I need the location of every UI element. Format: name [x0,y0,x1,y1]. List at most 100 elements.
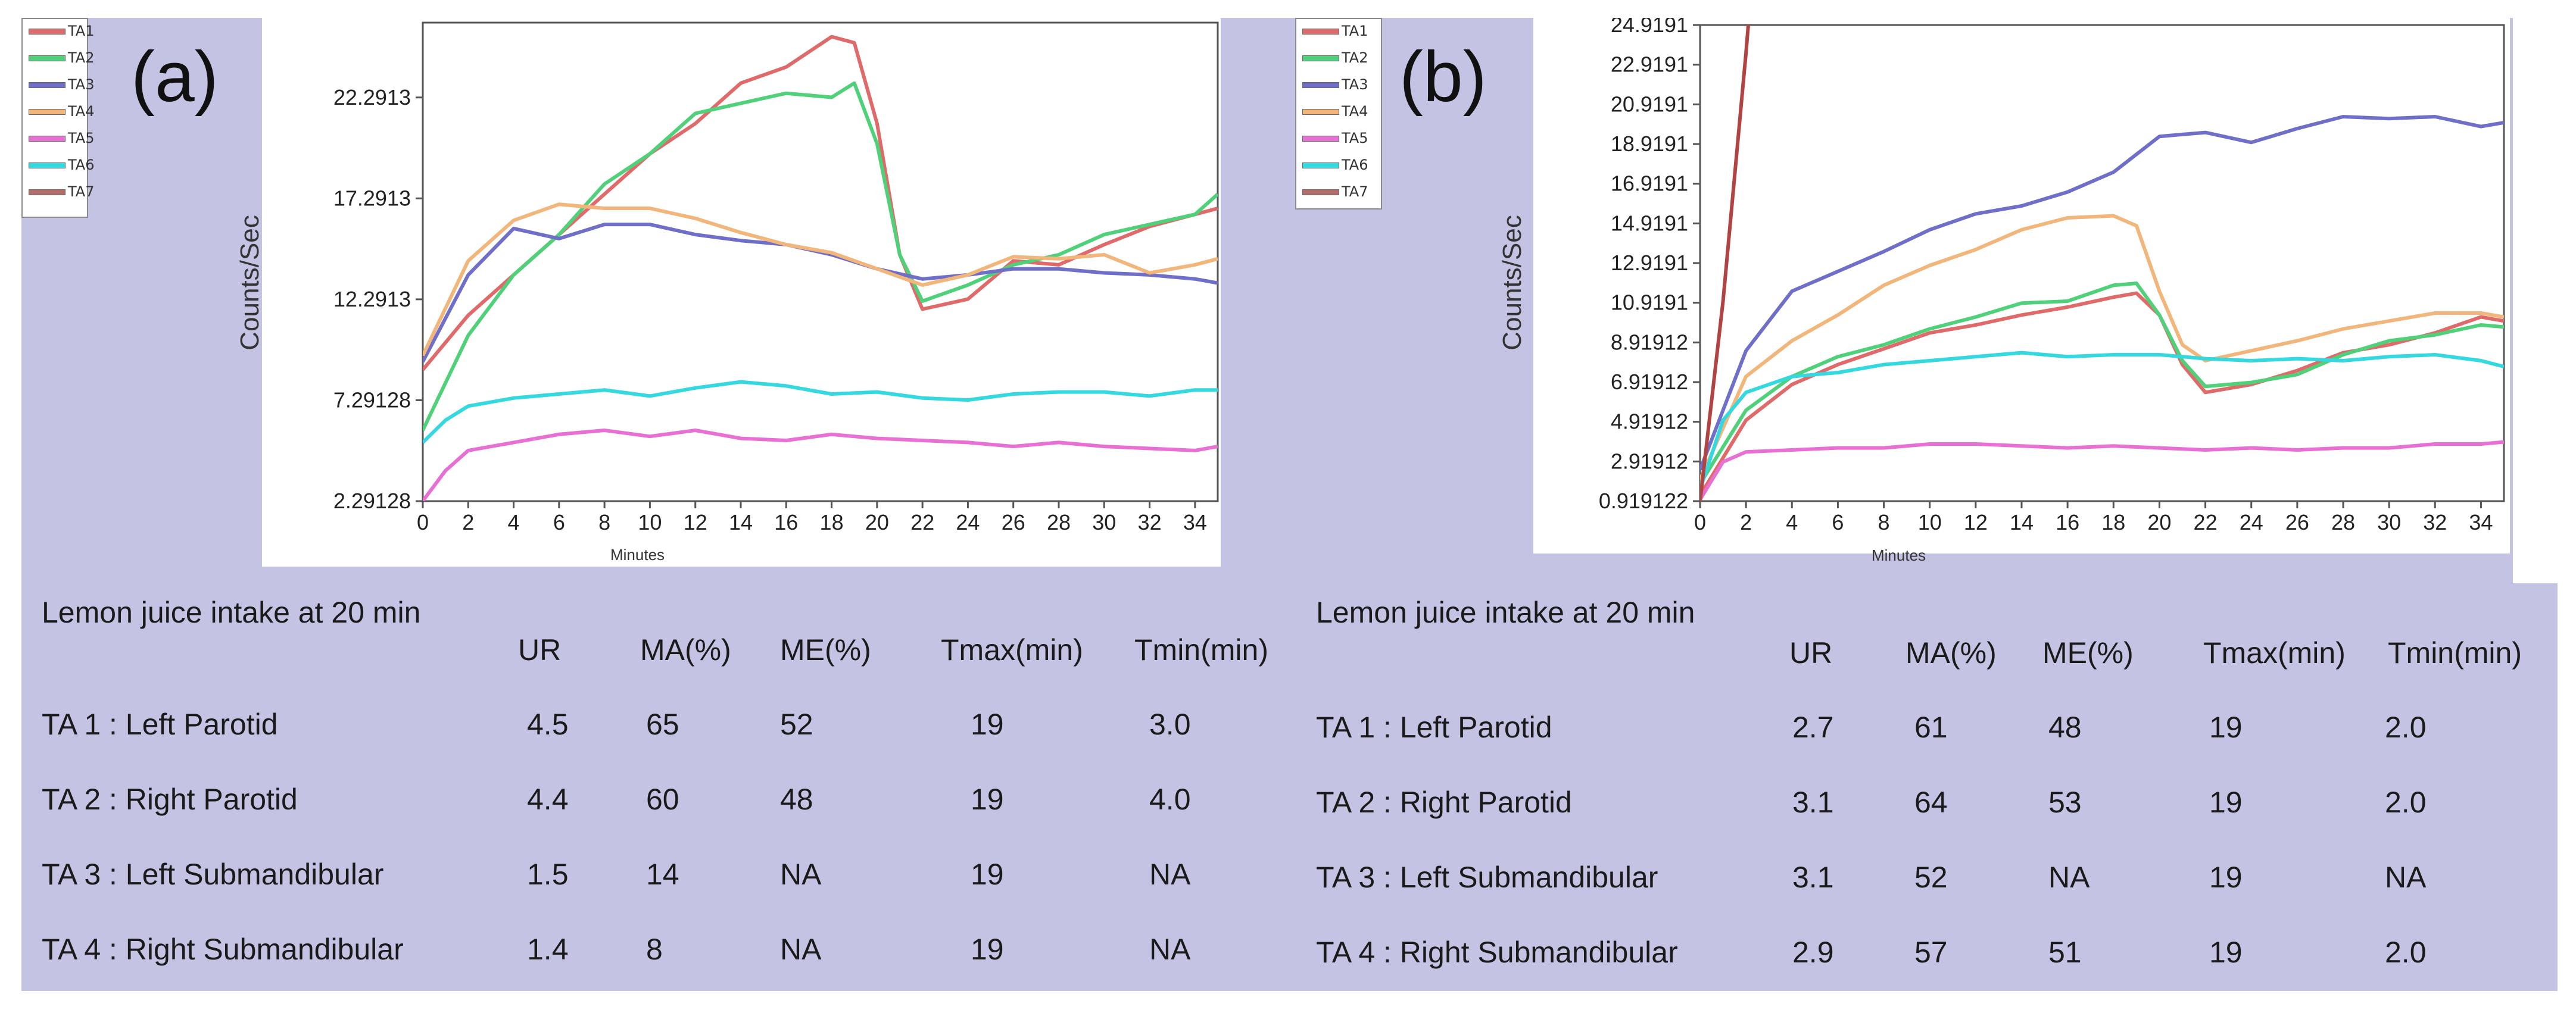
panel-a-label: (a) [131,37,219,117]
legend-swatch [29,82,66,88]
x-tick-label: 10 [638,510,662,534]
y-tick-label: 7.29128 [333,387,411,412]
x-tick-label: 6 [553,510,565,534]
table-header: Tmax(min) [2203,636,2346,670]
table-cell: 19 [971,708,1004,741]
x-tick-label: 32 [2423,510,2447,534]
x-tick-label: 28 [2331,510,2355,534]
legend-label: TA6 [68,157,95,173]
table-header: Tmin(min) [2388,636,2522,670]
x-tick-label: 20 [865,510,889,534]
series-line-ta4 [1700,214,2504,481]
table-header: Tmin(min) [1134,633,1268,667]
table-header: ME(%) [2042,636,2134,670]
legend-label: TA7 [68,183,95,200]
x-tick-label: 28 [1047,510,1071,534]
legend-swatch [1302,55,1339,61]
table-row-label: TA 3 : Left Submandibular [1316,861,1658,894]
panel-b-table-title: Lemon juice intake at 20 min [1316,596,1695,629]
table-cell: NA [780,858,822,891]
legend-swatch [29,189,66,195]
y-tick-label: 17.2913 [333,186,411,210]
legend-label: TA2 [1342,49,1368,66]
panel-a-table-title: Lemon juice intake at 20 min [42,596,421,629]
legend-swatch [29,29,66,35]
table-cell: 52 [1914,861,1948,894]
legend-label: TA3 [68,76,95,93]
x-tick-label: 34 [2469,510,2493,534]
table-cell: 48 [780,783,813,816]
table-cell: NA [2048,861,2090,894]
x-tick-label: 34 [1183,510,1207,534]
series-line-ta6 [1700,351,2504,490]
x-tick-label: 12 [1964,510,1988,534]
table-row-label: TA 2 : Right Parotid [42,783,298,816]
table-cell: 64 [1914,786,1948,819]
x-tick-label: 18 [820,510,844,534]
x-tick-label: 8 [598,510,610,534]
table-cell: NA [1149,933,1191,966]
legend-swatch [29,109,66,115]
series-line-ta6 [423,380,1218,444]
legend-item: TA7 [26,183,94,206]
series-line-ta5 [1700,440,2504,501]
table-cell: 61 [1914,711,1948,744]
series-line-ta2 [1700,282,2504,485]
panel-a-legend: TA1 TA2 TA3 TA4 TA5 TA6 TA7 [21,18,94,218]
legend-swatch [29,162,66,168]
table-row-label: TA 4 : Right Submandibular [1316,936,1678,969]
y-tick-label: 24.9191 [1611,18,1688,37]
table-cell: 53 [2048,786,2082,819]
table-cell: 4.0 [1149,783,1191,816]
table-row-label: TA 4 : Right Submandibular [42,933,404,966]
x-tick-label: 22 [910,510,934,534]
x-tick-label: 24 [956,510,980,534]
table-cell: NA [1149,858,1191,891]
series-line-ta1 [1700,291,2504,497]
table-cell: 1.5 [527,858,569,891]
legend-item: TA4 [1300,103,1368,126]
table-cell: 8 [646,933,663,966]
table-header: UR [518,633,562,667]
legend-item: TA6 [1300,157,1368,179]
legend-swatch [29,136,66,142]
x-tick-label: 8 [1878,510,1890,534]
table-cell: 1.4 [527,933,569,966]
table-cell: 2.9 [1792,936,1834,969]
legend-label: TA1 [1342,23,1368,39]
legend-item: TA2 [1300,49,1368,72]
table-row-label: TA 1 : Left Parotid [42,708,278,741]
panel-b-xlabel: Minutes [1872,546,1926,564]
table-cell: 19 [2209,786,2243,819]
x-tick-label: 10 [1918,510,1942,534]
panel-a-table [21,583,1296,991]
panel-b-legend: TA1 TA2 TA3 TA4 TA5 TA6 TA7 [1295,18,1382,210]
table-cell: 2.7 [1792,711,1834,744]
y-tick-label: 18.9191 [1611,132,1688,156]
series-line-ta7 [1700,25,1750,501]
plot-frame [422,21,1219,502]
table-cell: 14 [646,858,679,891]
x-tick-label: 22 [2194,510,2218,534]
y-tick-label: 12.9191 [1611,251,1688,275]
plot-frame [1699,24,2505,502]
x-tick-label: 16 [2056,510,2079,534]
legend-swatch [1302,136,1339,142]
table-cell: 19 [2209,861,2243,894]
table-cell: 60 [646,783,679,816]
legend-swatch [1302,109,1339,115]
x-tick-label: 2 [462,510,474,534]
x-tick-label: 16 [774,510,798,534]
y-tick-label: 12.2913 [333,287,411,311]
table-cell: 19 [2209,711,2243,744]
table-cell: 4.4 [527,783,569,816]
table-header: ME(%) [780,633,871,667]
x-tick-label: 24 [2240,510,2263,534]
table-cell: NA [2385,861,2427,894]
y-tick-label: 10.9191 [1611,290,1688,315]
legend-item: TA6 [26,157,94,179]
legend-item: TA1 [26,23,94,45]
legend-label: TA5 [1342,130,1368,146]
table-cell: 2.0 [2385,711,2427,744]
